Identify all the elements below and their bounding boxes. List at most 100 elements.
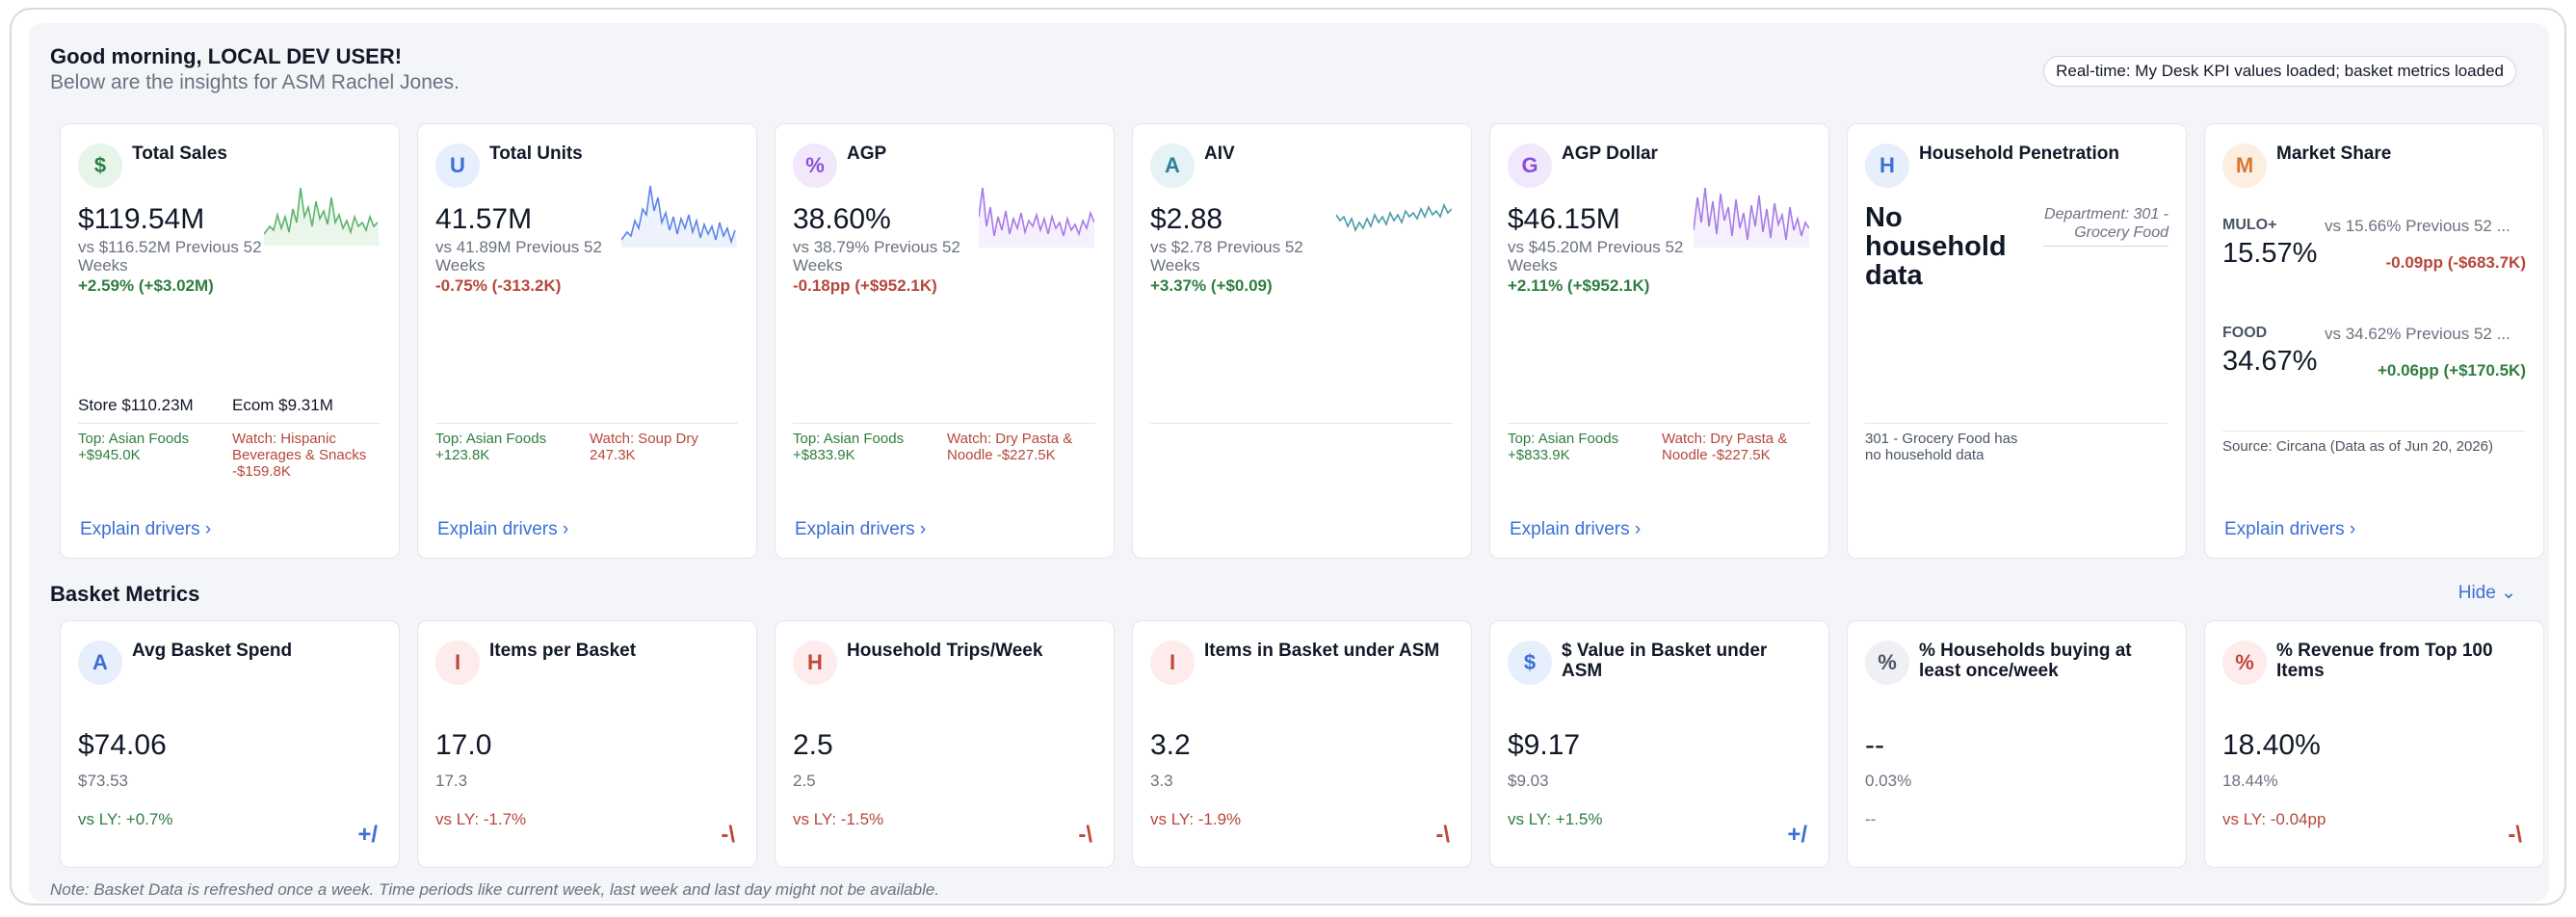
greeting-subtitle: Below are the insights for ASM Rachel Jo… (50, 71, 460, 93)
basket-card-items-per-basket: I Items per Basket 17.0 17.3 vs LY: -1.7… (417, 620, 757, 868)
market-value: 34.67% (2222, 346, 2318, 377)
basket-vs-ly: vs LY: -1.9% (1150, 810, 1242, 828)
sparkline-chart (1694, 187, 1809, 248)
basket-card-revenue-top-100: % % Revenue from Top 100 Items 18.40% 18… (2204, 620, 2544, 868)
explain-drivers-link[interactable]: Explain drivers › (2224, 519, 2356, 539)
kpi-title: Market Share (2276, 144, 2392, 164)
chevron-down-icon: ⌄ (2501, 583, 2516, 603)
kpi-value: 41.57M (435, 203, 533, 235)
sparkline-chart (1336, 202, 1452, 233)
chevron-right-icon: › (2349, 519, 2356, 539)
kpi-change: +3.37% (+$0.09) (1150, 276, 1273, 295)
basket-value: 18.40% (2222, 729, 2321, 761)
divider (793, 423, 1095, 424)
trend-up-icon: +/ (1787, 822, 1807, 848)
kpi-card-aiv: A AIV $2.88 vs $2.78 Previous 52 Weeks +… (1132, 123, 1472, 559)
basket-vs-ly: -- (1865, 810, 1877, 828)
divider (1508, 423, 1810, 424)
aiv-icon: A (1150, 144, 1195, 188)
watch-driver: Watch: Dry Pasta & Noodle -$227.5K (947, 431, 1073, 463)
basket-title: Household Trips/Week (847, 641, 1043, 661)
basket-title: Items in Basket under ASM (1204, 641, 1440, 661)
basket-card-households-weekly: % % Households buying at least once/week… (1847, 620, 2187, 868)
chevron-right-icon: › (919, 519, 927, 539)
kpi-change: -0.75% (-313.2K) (435, 276, 562, 295)
sparkline-chart (979, 187, 1094, 248)
sparkline-chart (621, 185, 737, 248)
basket-previous: 3.3 (1150, 772, 1173, 790)
greeting: Good morning, LOCAL DEV USER! (50, 44, 403, 68)
basket-card-household-trips: H Household Trips/Week 2.5 2.5 vs LY: -1… (775, 620, 1115, 868)
watch-driver: Watch: Dry Pasta & Noodle -$227.5K (1662, 431, 1788, 463)
dashboard-panel: Good morning, LOCAL DEV USER! Below are … (29, 23, 2549, 902)
trend-down-icon: -\ (721, 822, 735, 848)
market-comparison: vs 34.62% Previous 52 ... (2325, 325, 2510, 343)
basket-card-items-under-asm: I Items in Basket under ASM 3.2 3.3 vs L… (1132, 620, 1472, 868)
divider (78, 423, 381, 424)
chevron-right-icon: › (204, 519, 212, 539)
kpi-comparison: vs $116.52M Previous 52 Weeks (78, 238, 262, 275)
kpi-card-market-share: M Market Share MULO+ vs 15.66% Previous … (2204, 123, 2544, 559)
basket-vs-ly: vs LY: -1.7% (435, 810, 527, 828)
basket-title: Avg Basket Spend (132, 641, 293, 661)
department-label: Department: 301 - Grocery Food (2043, 205, 2169, 247)
explain-drivers-link[interactable]: Explain drivers › (437, 519, 569, 539)
market-change: -0.09pp (-$683.7K) (2385, 253, 2527, 272)
percent-icon: % (1865, 641, 1909, 685)
hide-basket-button[interactable]: Hide ⌄ (2458, 583, 2516, 603)
data-source: Source: Circana (Data as of Jun 20, 2026… (2222, 438, 2493, 455)
basket-vs-ly: vs LY: -0.04pp (2222, 810, 2326, 828)
kpi-card-total-units: U Total Units 41.57M vs 41.89M Previous … (417, 123, 757, 559)
items-icon: I (435, 641, 480, 685)
divider (1150, 423, 1453, 424)
kpi-value: $2.88 (1150, 203, 1223, 235)
market-label: FOOD (2222, 325, 2268, 341)
kpi-change: -0.18pp (+$952.1K) (793, 276, 937, 295)
kpi-comparison: vs 38.79% Previous 52 Weeks (793, 238, 960, 275)
market-change: +0.06pp (+$170.5K) (2377, 361, 2526, 380)
top-driver: Top: Asian Foods +$833.9K (793, 431, 905, 463)
divider (2222, 431, 2525, 432)
market-value: 15.57% (2222, 238, 2318, 269)
top-driver: Top: Asian Foods +$833.9K (1508, 431, 1619, 463)
basket-previous: $9.03 (1508, 772, 1549, 790)
basket-vs-ly: vs LY: +0.7% (78, 810, 173, 828)
percent-icon: % (2222, 641, 2267, 685)
basket-metrics-title: Basket Metrics (50, 582, 200, 606)
basket-title: % Households buying at least once/week (1919, 641, 2132, 681)
basket-footnote: Note: Basket Data is refreshed once a we… (50, 880, 940, 899)
kpi-change: +2.11% (+$952.1K) (1508, 276, 1650, 295)
basket-value: 17.0 (435, 729, 492, 761)
kpi-comparison: vs 41.89M Previous 52 Weeks (435, 238, 602, 275)
explain-drivers-link[interactable]: Explain drivers › (1510, 519, 1642, 539)
explain-drivers-link[interactable]: Explain drivers › (795, 519, 927, 539)
basket-title: % Revenue from Top 100 Items (2276, 641, 2493, 681)
basket-value: $74.06 (78, 729, 167, 761)
kpi-comparison: vs $45.20M Previous 52 Weeks (1508, 238, 1684, 275)
chevron-right-icon: › (562, 519, 569, 539)
percent-icon: % (793, 144, 837, 188)
basket-vs-ly: vs LY: +1.5% (1508, 810, 1603, 828)
window-frame: Good morning, LOCAL DEV USER! Below are … (10, 8, 2566, 905)
basket-value: $9.17 (1508, 729, 1581, 761)
kpi-title: Total Units (489, 144, 583, 164)
trips-icon: H (793, 641, 837, 685)
basket-value: 3.2 (1150, 729, 1191, 761)
kpi-value: $46.15M (1508, 203, 1620, 235)
watch-driver: Watch: Hispanic Beverages & Snacks -$159… (232, 431, 367, 480)
explain-drivers-link[interactable]: Explain drivers › (80, 519, 212, 539)
top-driver: Top: Asian Foods +123.8K (435, 431, 547, 463)
trend-down-icon: -\ (1078, 822, 1092, 848)
units-icon: U (435, 144, 480, 188)
realtime-status-badge: Real-time: My Desk KPI values loaded; ba… (2043, 56, 2516, 87)
kpi-value: 38.60% (793, 203, 891, 235)
basket-value: -- (1865, 729, 1884, 761)
basket-spend-icon: A (78, 641, 122, 685)
kpi-card-agp-dollar: G AGP Dollar $46.15M vs $45.20M Previous… (1489, 123, 1829, 559)
basket-value: 2.5 (793, 729, 833, 761)
market-label: MULO+ (2222, 217, 2277, 233)
trend-down-icon: -\ (1435, 822, 1450, 848)
kpi-title: Total Sales (132, 144, 227, 164)
dollar-icon: $ (1508, 641, 1552, 685)
items-asm-icon: I (1150, 641, 1195, 685)
